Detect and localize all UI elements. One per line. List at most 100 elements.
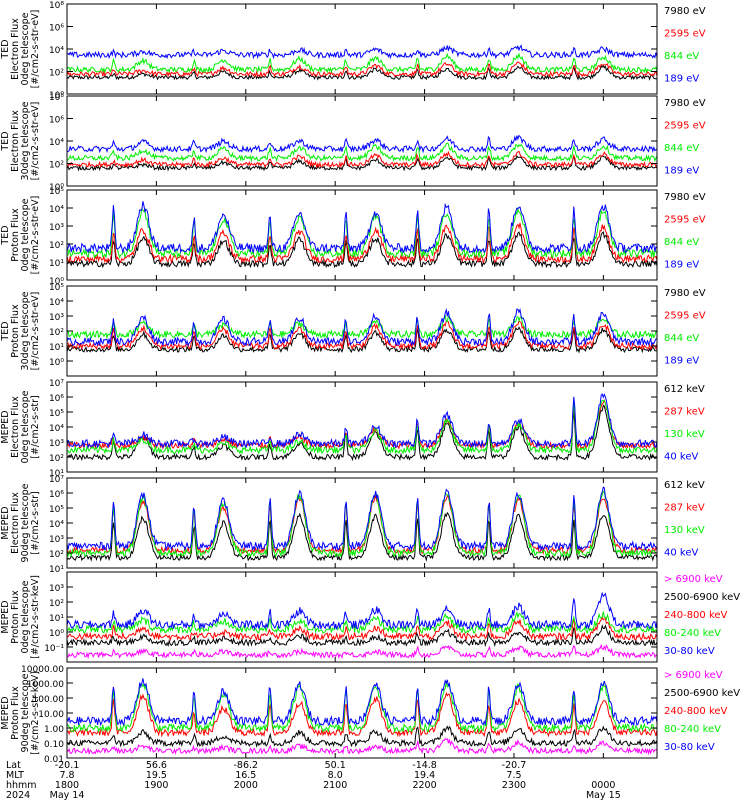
panel-5: 10¹ 10² 10³ 10⁴ 10⁵ 10⁶ 10⁷ MEPEDElectron Flux0… bbox=[0, 379, 705, 479]
legend-entry: 2595 eV bbox=[664, 215, 706, 226]
y-tick-label: 10⁰ bbox=[49, 91, 64, 101]
panel-traces bbox=[67, 591, 657, 660]
y-tick-label: 10⁵ bbox=[49, 187, 64, 197]
panel-traces bbox=[67, 486, 657, 562]
x-tick-label: 7.5 bbox=[506, 770, 521, 781]
legend-entry: 130 keV bbox=[664, 525, 705, 536]
legend-entry: 844 eV bbox=[664, 51, 699, 62]
y-tick-label: 10³ bbox=[49, 313, 64, 323]
y-tick-label: 10³ bbox=[49, 223, 64, 233]
panel-frame bbox=[66, 3, 658, 95]
legend-entry: 287 keV bbox=[664, 407, 705, 418]
x-tick-label: 8.0 bbox=[328, 770, 343, 781]
y-tick-label: 10⁰ bbox=[49, 358, 64, 368]
legend-entry: 2595 eV bbox=[664, 29, 706, 40]
series-line-189-ev bbox=[67, 307, 657, 347]
y-tick-label: 10⁶ bbox=[49, 24, 64, 34]
legend-entry: > 6900 keV bbox=[664, 670, 723, 681]
series-line-240-800-kev bbox=[67, 691, 657, 738]
panel-frame bbox=[66, 95, 658, 187]
x-tick-label: May 14 bbox=[50, 790, 85, 800]
x-tick-label: -14.8 bbox=[412, 760, 437, 771]
series-line-7980-ev bbox=[67, 155, 657, 172]
legend-entry: 2500-6900 keV bbox=[664, 688, 740, 699]
series-line-40-kev bbox=[67, 486, 657, 552]
y-axis-label: MEPEDElectron Flux0deg telescope[#/cm2-s… bbox=[0, 390, 41, 463]
series-line-240-800-kev bbox=[67, 615, 657, 642]
legend: 612 keV 287 keV 130 keV 40 keV bbox=[664, 480, 705, 559]
panel-frame bbox=[66, 571, 658, 663]
legend-entry: > 6900 keV bbox=[664, 574, 723, 585]
series-line-7980-ev bbox=[67, 231, 657, 269]
y-tick-label: 100.00 bbox=[33, 695, 65, 705]
y-tick-label: 10⁵ bbox=[49, 505, 64, 515]
panel-traces bbox=[67, 678, 657, 756]
panel-traces bbox=[67, 201, 657, 269]
panel-7: 10⁻¹ 10⁰ 10¹ 10² 10³ MEPEDProton Flux0deg tel… bbox=[0, 571, 740, 663]
legend-entry: 2500-6900 keV bbox=[664, 592, 740, 603]
y-tick-label: 10⁴ bbox=[49, 520, 64, 530]
series-line-612-kev bbox=[67, 404, 657, 462]
x-tick-label: 19.4 bbox=[414, 770, 435, 781]
x-tick-label: 19.5 bbox=[146, 770, 167, 781]
series-line-287-kev bbox=[67, 494, 657, 556]
x-tick-label: May 15 bbox=[586, 790, 621, 800]
y-tick-label: 10⁶ bbox=[49, 116, 64, 126]
legend-entry: 189 eV bbox=[664, 166, 699, 177]
y-tick-label: 10⁸ bbox=[49, 93, 64, 103]
series-line--6900-kev bbox=[67, 737, 657, 756]
y-tick-label: 0.10 bbox=[44, 740, 64, 750]
panel-frame bbox=[66, 285, 658, 377]
y-tick-label: 10¹ bbox=[49, 614, 64, 624]
x-tick-label: 2300 bbox=[502, 780, 526, 791]
y-axis-label: MEPEDProton Flux0deg telescope[#/cm2-s-s… bbox=[0, 575, 41, 659]
y-tick-label: 10⁻¹ bbox=[44, 644, 64, 654]
legend-entry: 189 eV bbox=[664, 356, 699, 367]
series-line-7980-ev bbox=[67, 326, 657, 354]
legend: 7980 eV 2595 eV 844 eV 189 eV bbox=[664, 6, 706, 85]
legend-entry: 7980 eV bbox=[664, 6, 706, 17]
series-line-844-ev bbox=[67, 52, 657, 74]
legend: 612 keV 287 keV 130 keV 40 keV bbox=[664, 384, 705, 463]
legend: > 6900 keV 2500-6900 keV 240-800 keV 80-240… bbox=[664, 670, 740, 753]
series-line-189-ev bbox=[67, 134, 657, 154]
x-tick-label: 1900 bbox=[144, 780, 168, 791]
y-tick-label: 10¹ bbox=[49, 469, 64, 479]
legend: 7980 eV 2595 eV 844 eV 189 eV bbox=[664, 288, 706, 367]
y-tick-label: 10² bbox=[49, 550, 64, 560]
legend-entry: 7980 eV bbox=[664, 192, 706, 203]
panel-traces bbox=[67, 307, 657, 354]
x-tick-label: 2100 bbox=[323, 780, 347, 791]
x-row-label: MLT bbox=[6, 770, 24, 781]
legend-entry: 2595 eV bbox=[664, 311, 706, 322]
y-tick-label: 10³ bbox=[49, 535, 64, 545]
panel-frame bbox=[66, 381, 658, 473]
y-tick-label: 10⁴ bbox=[49, 205, 64, 215]
legend-entry: 612 keV bbox=[664, 480, 705, 491]
legend-entry: 240-800 keV bbox=[664, 610, 728, 621]
y-tick-label: 10⁵ bbox=[49, 283, 64, 293]
panel-traces bbox=[67, 393, 657, 462]
series-line-130-kev bbox=[67, 490, 657, 559]
y-tick-label: 10⁴ bbox=[49, 138, 64, 148]
legend-entry: 844 eV bbox=[664, 143, 699, 154]
legend-entry: 30-80 keV bbox=[664, 742, 715, 753]
y-tick-label: 10² bbox=[49, 599, 64, 609]
y-tick-label: 10⁶ bbox=[49, 394, 64, 404]
series-line-189-ev bbox=[67, 201, 657, 254]
legend-entry: 40 keV bbox=[664, 548, 698, 559]
series-line-844-ev bbox=[67, 314, 657, 340]
legend-entry: 189 eV bbox=[664, 74, 699, 85]
legend: 7980 eV 2595 eV 844 eV 189 eV bbox=[664, 98, 706, 177]
legend-entry: 7980 eV bbox=[664, 288, 706, 299]
x-tick-label: 0000 bbox=[591, 780, 615, 791]
legend-entry: 40 keV bbox=[664, 452, 698, 463]
series-line-2595-ev bbox=[67, 222, 657, 265]
y-tick-label: 10⁰ bbox=[49, 183, 64, 193]
legend-entry: 80-240 keV bbox=[664, 724, 721, 735]
series-line-40-kev bbox=[67, 393, 657, 450]
series-line-7980-ev bbox=[67, 64, 657, 81]
series-line-80-240-kev bbox=[67, 681, 657, 734]
panel-2: 10⁰ 10² 10⁴ 10⁶ 10⁸ TEDElectron Flux30deg tel… bbox=[0, 93, 706, 193]
y-tick-label: 10⁶ bbox=[49, 490, 64, 500]
